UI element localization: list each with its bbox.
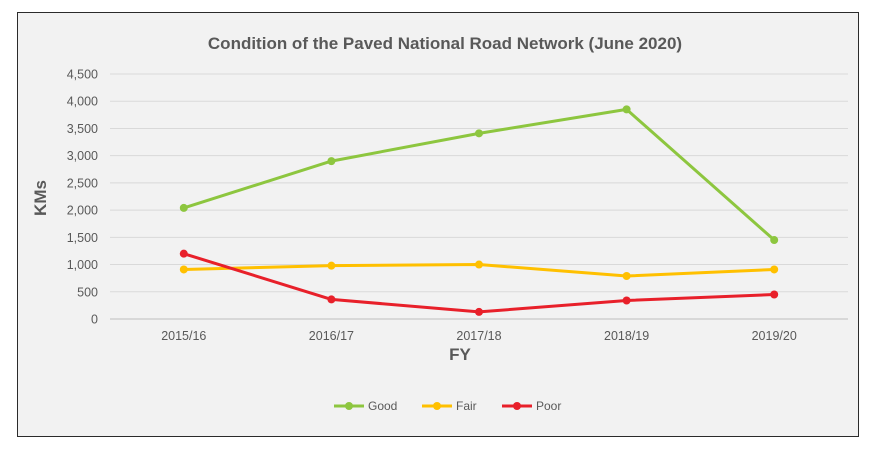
legend: Good Fair Poor bbox=[334, 399, 561, 413]
y-axis-title: KMs bbox=[31, 180, 50, 216]
data-point-fair bbox=[770, 265, 779, 274]
y-tick-label: 500 bbox=[77, 285, 98, 299]
chart-frame bbox=[17, 12, 859, 437]
x-tick-label: 2019/20 bbox=[752, 329, 797, 343]
data-point-good bbox=[179, 203, 188, 212]
series-good bbox=[179, 105, 779, 245]
data-point-good bbox=[327, 157, 336, 166]
legend-item-fair: Fair bbox=[422, 399, 477, 413]
legend-item-good: Good bbox=[334, 399, 397, 413]
x-axis-title: FY bbox=[449, 345, 471, 364]
x-axis-ticks: 2015/16 2016/17 2017/18 2018/19 2019/20 bbox=[161, 329, 797, 343]
legend-swatch-marker bbox=[433, 402, 441, 410]
data-point-fair bbox=[475, 260, 483, 269]
x-tick-label: 2018/19 bbox=[604, 329, 649, 343]
series-line-good bbox=[182, 107, 776, 242]
legend-label: Good bbox=[368, 399, 397, 413]
x-tick-label: 2016/17 bbox=[309, 329, 354, 343]
y-tick-label: 1,500 bbox=[67, 231, 98, 245]
data-point-good bbox=[770, 236, 779, 245]
y-tick-label: 2,000 bbox=[67, 204, 98, 218]
y-tick-label: 1,000 bbox=[67, 258, 98, 272]
x-tick-label: 2015/16 bbox=[161, 329, 206, 343]
gridlines bbox=[110, 73, 848, 320]
series-fair bbox=[179, 260, 779, 280]
legend-label: Fair bbox=[456, 399, 477, 413]
data-point-poor bbox=[475, 307, 483, 316]
data-point-poor bbox=[327, 295, 336, 304]
x-tick-label: 2017/18 bbox=[456, 329, 501, 343]
series-poor bbox=[179, 249, 779, 316]
data-point-fair bbox=[622, 271, 631, 280]
chart-title: Condition of the Paved National Road Net… bbox=[208, 34, 682, 53]
legend-label: Poor bbox=[536, 399, 561, 413]
y-tick-label: 3,500 bbox=[67, 122, 98, 136]
data-point-poor bbox=[622, 296, 631, 305]
y-tick-label: 4,500 bbox=[67, 68, 98, 82]
data-point-poor bbox=[179, 249, 188, 258]
legend-swatch-marker bbox=[345, 402, 353, 410]
y-tick-label: 3,000 bbox=[67, 149, 98, 163]
legend-swatch-marker bbox=[513, 402, 521, 410]
data-point-fair bbox=[179, 265, 188, 274]
y-tick-label: 4,000 bbox=[67, 95, 98, 109]
legend-item-poor: Poor bbox=[502, 399, 561, 413]
data-point-good bbox=[622, 105, 631, 114]
data-point-poor bbox=[770, 290, 779, 299]
y-axis-ticks: 0 500 1,000 1,500 2,000 2,500 3,000 3,500 4,000 4… bbox=[67, 68, 98, 327]
y-tick-label: 0 bbox=[91, 313, 98, 327]
series-group bbox=[179, 105, 779, 316]
y-tick-label: 2,500 bbox=[67, 176, 98, 190]
data-point-good bbox=[475, 129, 483, 138]
data-point-fair bbox=[327, 261, 336, 270]
